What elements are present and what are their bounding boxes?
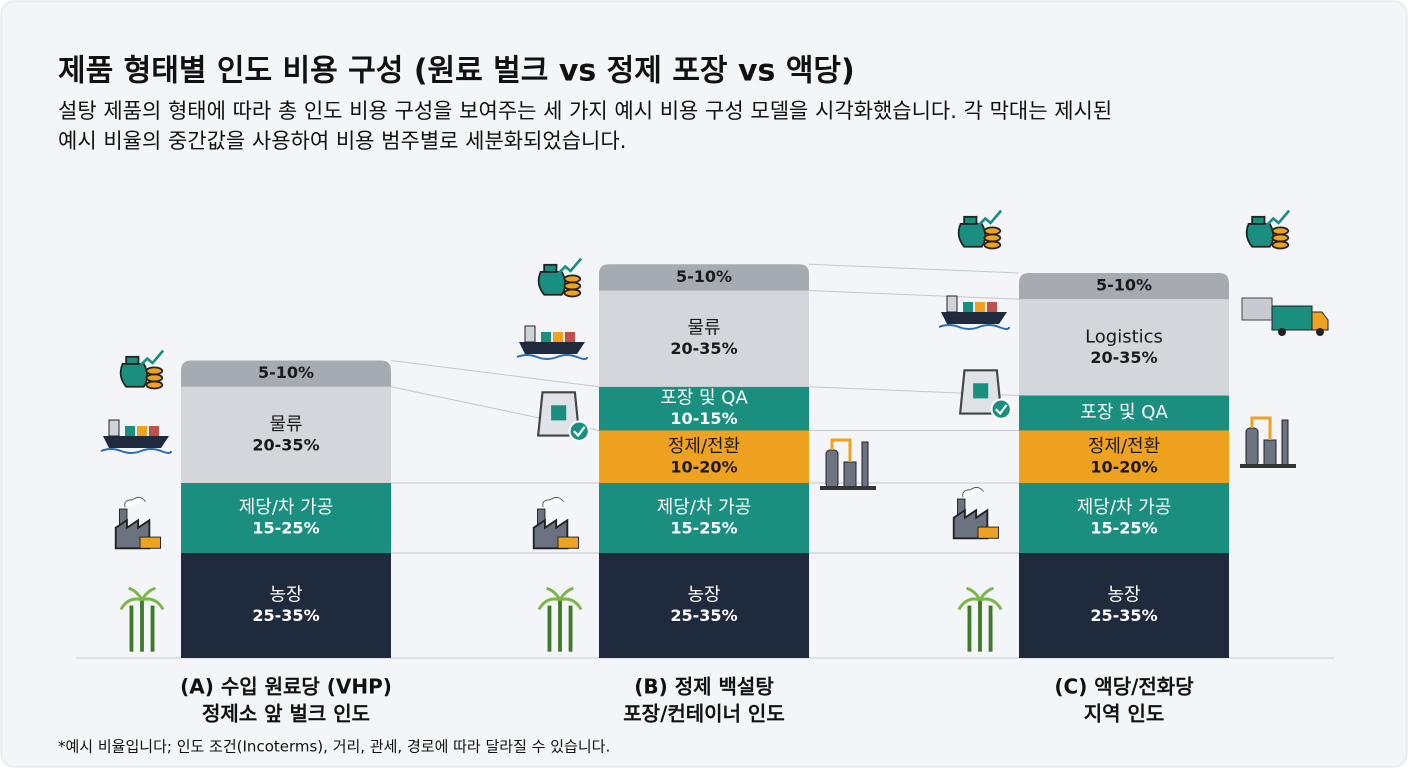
segment-label: 20-35% xyxy=(1090,348,1157,367)
category-label: 정제소 앞 벌크 인도 xyxy=(202,702,370,726)
segment-name: Logistics xyxy=(1085,326,1163,347)
segment-label: 10-15% xyxy=(670,409,737,428)
segment-label: 20-35% xyxy=(670,339,737,358)
segment-name: 제당/차 가공 xyxy=(657,497,752,518)
chart-title: 제품 형태별 인도 비용 구성 (원료 벌크 vs 정제 포장 vs 액당) xyxy=(58,54,855,89)
segment-name: 물류 xyxy=(687,318,720,339)
bar-segment xyxy=(181,386,391,483)
footnote: *예시 비율입니다; 인도 조건(Incoterms), 거리, 관세, 경로에… xyxy=(58,738,610,756)
segment-label: 5-10% xyxy=(676,267,732,286)
category-label: (C) 액당/전화당 xyxy=(1054,675,1194,699)
segment-label: 15-25% xyxy=(252,519,319,538)
connector xyxy=(390,360,600,388)
segment-name: 포장 및 QA xyxy=(660,388,748,409)
bar-segment xyxy=(599,264,809,291)
segment-label: 25-35% xyxy=(252,606,319,625)
connector xyxy=(808,290,1020,300)
segment-label: 5-10% xyxy=(1096,276,1152,295)
segment-label: 10-20% xyxy=(670,457,737,476)
bar-segment xyxy=(1019,273,1229,300)
category-label: 포장/컨테이너 인도 xyxy=(623,702,784,726)
segment-name: 제당/차 가공 xyxy=(1077,497,1172,518)
bar-segment xyxy=(181,483,391,553)
segment-name: 농장 xyxy=(687,585,720,606)
segment-label: 10-20% xyxy=(1090,457,1157,476)
category-label: (A) 수입 원료당 (VHP) xyxy=(180,675,392,699)
connector xyxy=(808,263,1020,274)
segment-name: 정제/전환 xyxy=(1088,436,1160,457)
segment-name: 물류 xyxy=(269,414,302,435)
subtitle: 예시 비율의 중간값을 사용하여 비용 범주별로 세분화되었습니다. xyxy=(58,129,626,153)
segment-name: 포장 및 QA xyxy=(1080,402,1168,423)
segment-label: 15-25% xyxy=(670,519,737,538)
segment-label: 5-10% xyxy=(258,363,314,382)
bar-segment xyxy=(181,360,391,387)
category-label: 지역 인도 xyxy=(1084,702,1165,726)
segment-name: 농장 xyxy=(269,585,302,606)
segment-label: 25-35% xyxy=(670,606,737,625)
segment-label: 20-35% xyxy=(252,435,319,454)
category-label: (B) 정제 백설탕 xyxy=(634,675,774,699)
bar-segment xyxy=(599,483,809,553)
bar-segment xyxy=(181,553,391,658)
segment-label: 15-25% xyxy=(1090,519,1157,538)
bar-segment xyxy=(1019,553,1229,658)
segment-label: 25-35% xyxy=(1090,606,1157,625)
segment-name: 농장 xyxy=(1107,585,1140,606)
bar-segment xyxy=(599,290,809,387)
bar-segment xyxy=(599,553,809,658)
bar-segment xyxy=(599,386,809,431)
segment-name: 정제/전환 xyxy=(668,436,740,457)
subtitle: 설탕 제품의 형태에 따라 총 인도 비용 구성을 보여주는 세 가지 예시 비… xyxy=(58,99,1112,123)
segment-name: 제당/차 가공 xyxy=(239,497,334,518)
bar-segment xyxy=(1019,430,1229,483)
bar-segment xyxy=(1019,395,1229,431)
bar-segment xyxy=(599,430,809,483)
bar-segment xyxy=(1019,299,1229,396)
bar-segment xyxy=(1019,483,1229,553)
